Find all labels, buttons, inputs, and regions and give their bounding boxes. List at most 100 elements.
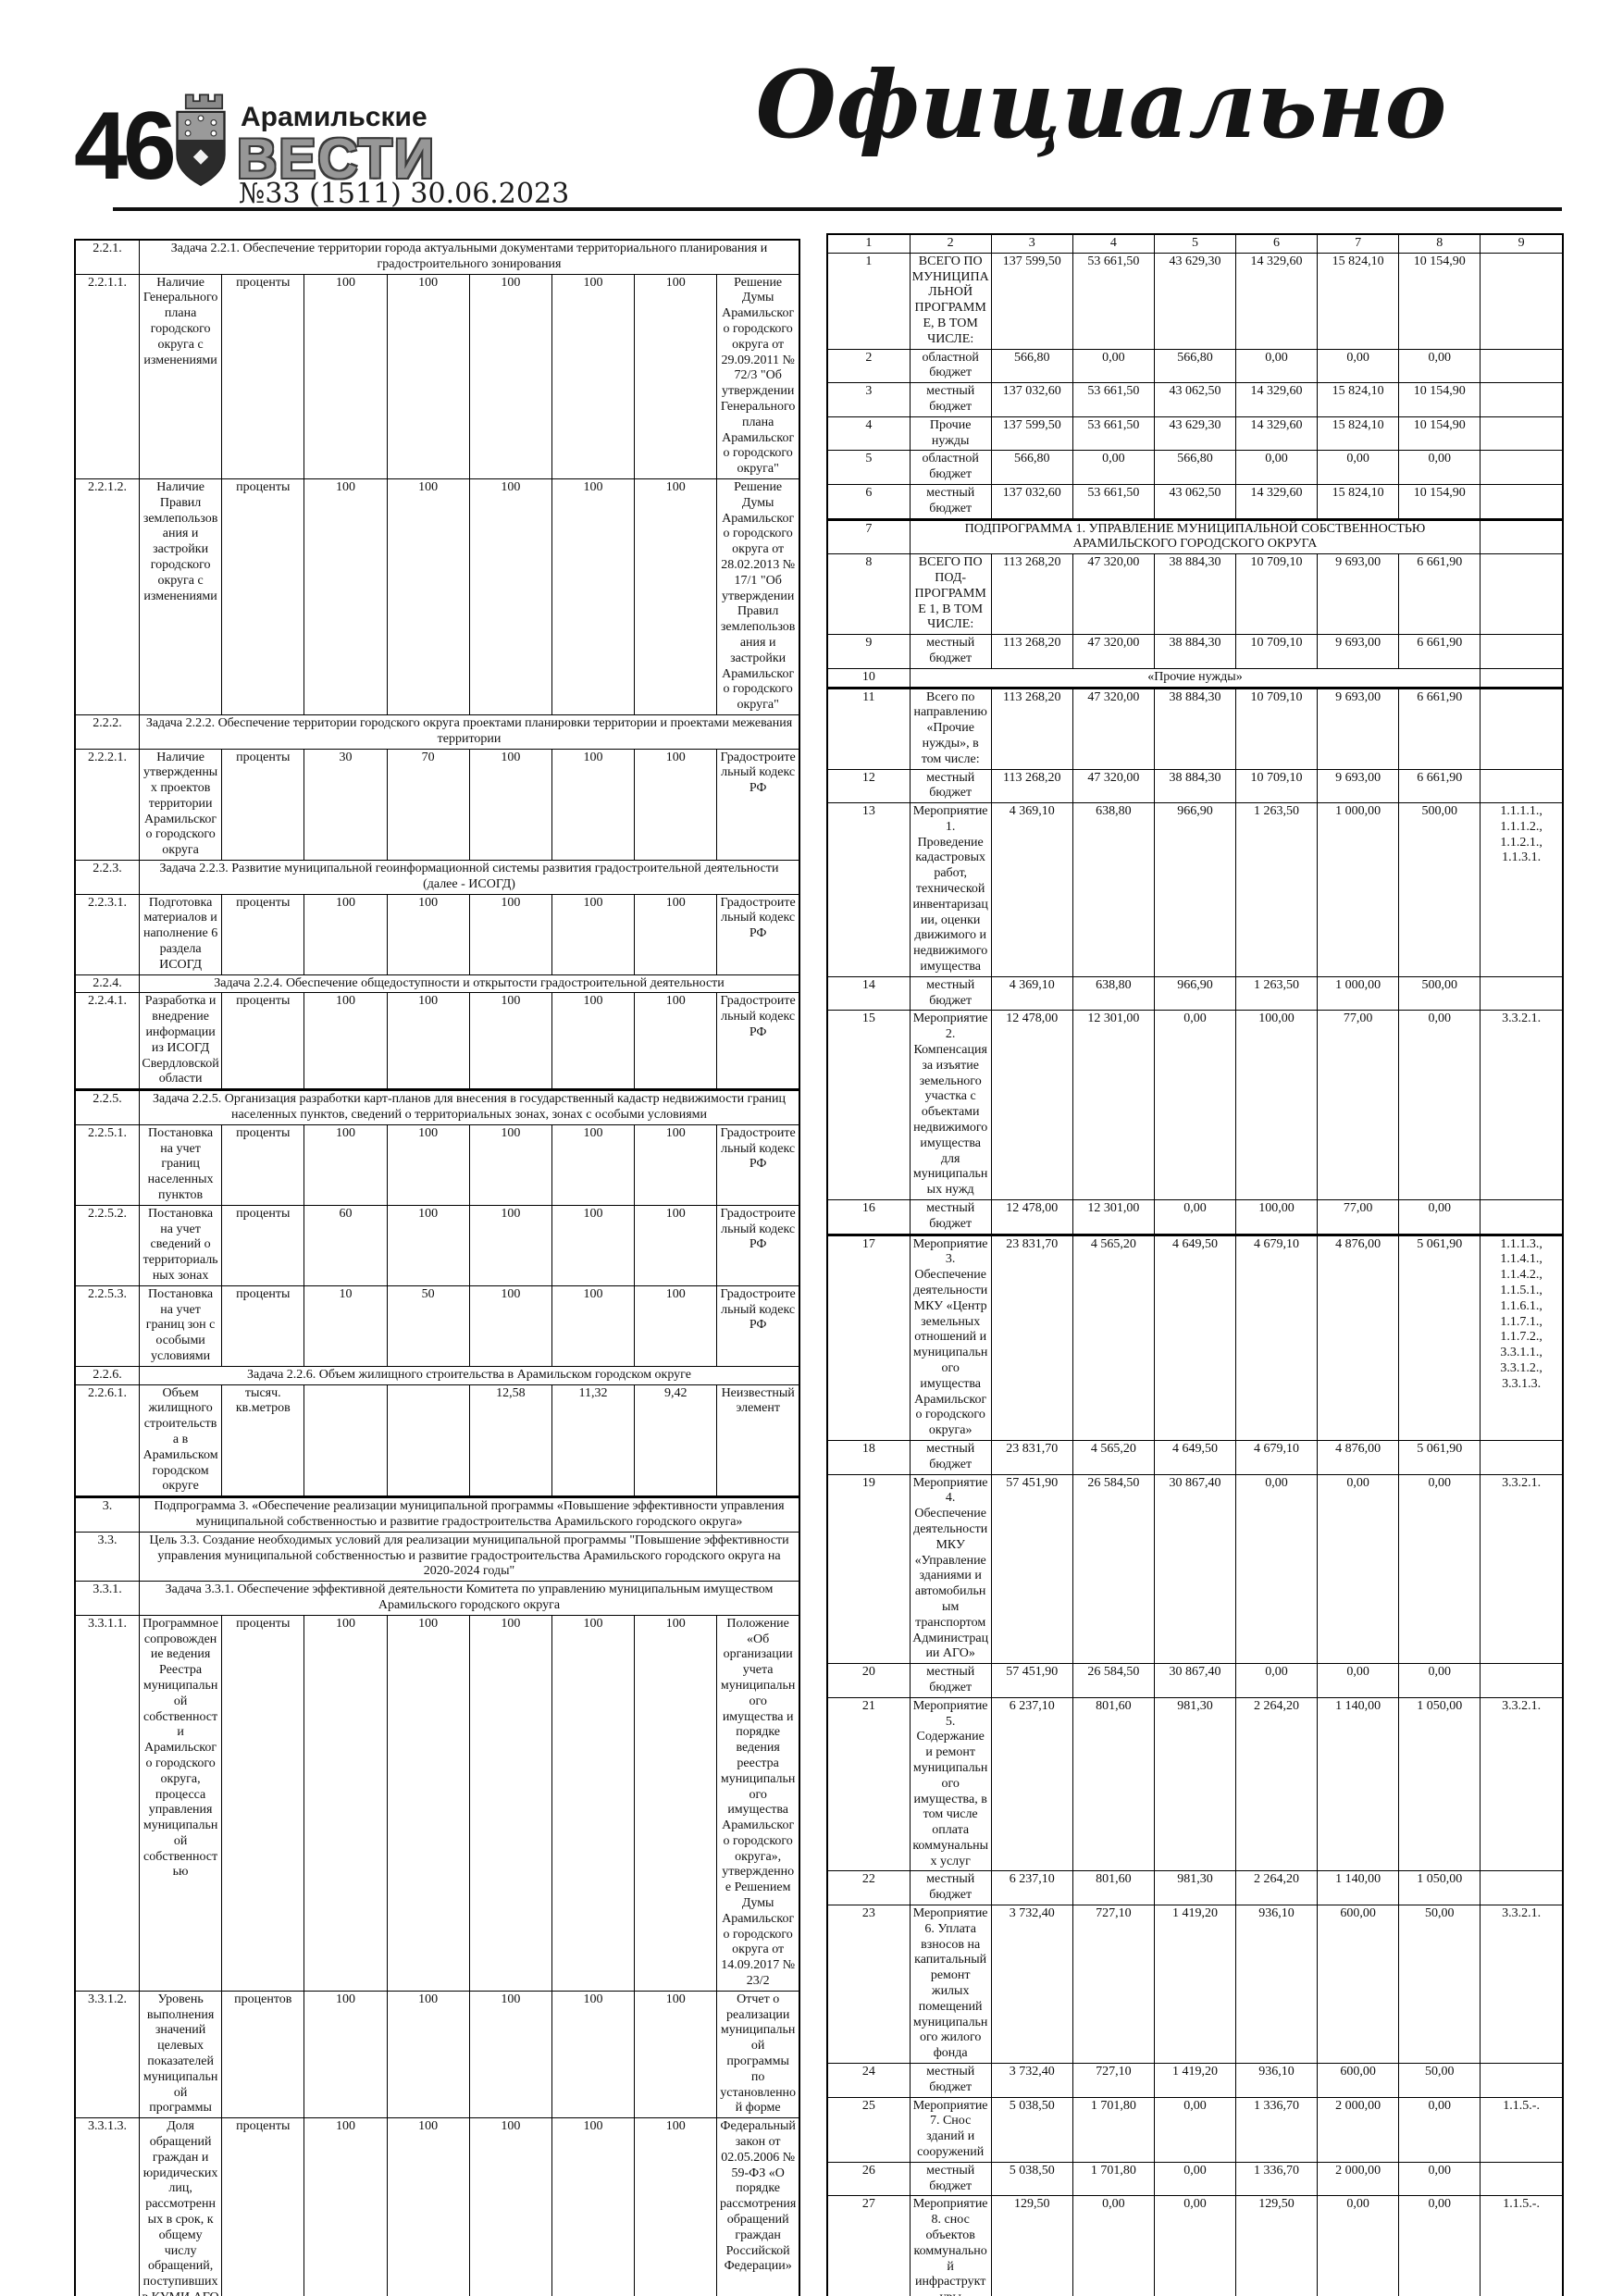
row-number-cell: 5: [826, 450, 911, 485]
row-number-cell: 24: [826, 2063, 911, 2098]
coat-of-arms-icon: [176, 93, 226, 187]
column-number-cell: 8: [1398, 233, 1481, 254]
targets-cell: [1480, 450, 1564, 485]
amount-cell: 15 824,10: [1317, 252, 1400, 350]
target-value-cell: 100: [634, 2117, 718, 2296]
amount-cell: 137 599,50: [990, 416, 1073, 452]
amount-cell: 2 264,20: [1234, 1870, 1319, 1906]
expense-name-cell: областной бюджет: [909, 450, 992, 485]
expense-data-row: 2 областной бюджет 566,80 0,00 566,80 0,00 0,0…: [826, 348, 1564, 384]
amount-cell: 981,30: [1153, 1696, 1237, 1872]
expense-data-row: 6 местный бюджет 137 032,60 53 661,50 43 062…: [826, 483, 1564, 520]
amount-cell: 566,80: [1153, 450, 1237, 485]
amount-cell: 5 038,50: [990, 2096, 1073, 2163]
amount-cell: 57 451,90: [990, 1663, 1073, 1698]
indicator-name-cell: Доля обращений граждан и юридических лиц…: [138, 2117, 223, 2296]
amount-cell: 100,00: [1234, 1010, 1319, 1201]
target-value-cell: 100: [386, 1614, 470, 1992]
targets-cell: [1480, 348, 1564, 384]
amount-cell: 566,80: [990, 450, 1073, 485]
target-value-cell: 50: [386, 1285, 470, 1367]
row-number-cell: 9: [826, 634, 911, 669]
row-number-cell: 27: [826, 2195, 911, 2296]
amount-cell: 10 709,10: [1234, 553, 1319, 636]
amount-cell: 6 661,90: [1398, 634, 1481, 669]
expense-name-cell: местный бюджет: [909, 1439, 992, 1475]
row-number-cell: 2.2.5.3.: [74, 1285, 140, 1367]
amount-cell: 113 268,20: [990, 553, 1073, 636]
amount-cell: 0,00: [1153, 2096, 1237, 2163]
indicator-name-cell: Подготовка материалов и наполнение 6 раз…: [138, 893, 223, 975]
issue-info: №33 (1511) 30.06.2023: [239, 178, 570, 210]
amount-cell: 0,00: [1153, 2161, 1237, 2197]
amount-cell: 9 693,00: [1317, 686, 1400, 770]
unit-cell: проценты: [221, 992, 305, 1091]
targets-cell: [1480, 634, 1564, 669]
amount-cell: 4 565,20: [1072, 1233, 1155, 1441]
target-value-cell: 100: [468, 273, 552, 479]
row-number-cell: 2.2.1.1.: [74, 273, 140, 479]
column-number-cell: 2: [909, 233, 992, 254]
targets-cell: 3.3.2.1.: [1480, 1010, 1564, 1201]
indicator-name-cell: Постановка на учет сведений о территориа…: [138, 1204, 223, 1286]
expense-name-cell: местный бюджет: [909, 634, 992, 669]
targets-cell: [1480, 416, 1564, 452]
expense-data-row: 25 Мероприятие 7. Снос зданий и сооружени…: [826, 2096, 1564, 2163]
section-text-cell: Задача 2.2.5. Организация разработки кар…: [139, 1088, 800, 1125]
unit-cell: тысяч. кв.метров: [221, 1384, 305, 1498]
amount-cell: 9 693,00: [1317, 634, 1400, 669]
expense-data-row: 9 местный бюджет 113 268,20 47 320,00 38 884…: [826, 634, 1564, 669]
source-document-cell: Решение Думы Арамильского городского окр…: [716, 478, 800, 715]
row-number-cell: 2.2.2.1.: [74, 748, 140, 862]
expense-name-cell: Мероприятие 1. Проведение кадастровых ра…: [909, 802, 992, 977]
target-value-cell: 100: [634, 893, 718, 975]
amount-cell: 0,00: [1398, 1663, 1481, 1698]
source-document-cell: Неизвестный элемент: [716, 1384, 800, 1498]
target-value-cell: 100: [634, 478, 718, 715]
target-value-cell: 60: [304, 1204, 388, 1286]
target-value-cell: 100: [386, 992, 470, 1091]
column-number-cell: 3: [990, 233, 1073, 254]
amount-cell: 38 884,30: [1153, 553, 1237, 636]
amount-cell: 38 884,30: [1153, 634, 1237, 669]
amount-cell: 10 154,90: [1398, 382, 1481, 417]
row-number-cell: 3.3.1.: [74, 1581, 140, 1616]
amount-cell: 0,00: [1398, 1473, 1481, 1665]
expense-data-row: 20 местный бюджет 57 451,90 26 584,50 30 867…: [826, 1663, 1564, 1698]
target-value-cell: 100: [551, 1990, 636, 2119]
amount-cell: 4 876,00: [1317, 1439, 1400, 1475]
expense-name-cell: Мероприятие 2. Компенсация за изъятие зе…: [909, 1010, 992, 1201]
indicator-name-cell: Программное сопровождение ведения Реестр…: [138, 1614, 223, 1992]
amount-cell: 9 693,00: [1317, 553, 1400, 636]
section-text-cell: Задача 3.3.1. Обеспечение эффективной де…: [139, 1581, 800, 1616]
target-value-cell: 11,32: [551, 1384, 636, 1498]
amount-cell: 77,00: [1317, 1010, 1400, 1201]
amount-cell: 4 649,50: [1153, 1439, 1237, 1475]
amount-cell: 9 693,00: [1317, 768, 1400, 804]
indicator-data-row: 2.2.5.1. Постановка на учет границ населе…: [74, 1123, 800, 1206]
target-value-cell: 9,42: [634, 1384, 718, 1498]
amount-cell: 113 268,20: [990, 634, 1073, 669]
amount-cell: 0,00: [1398, 348, 1481, 384]
amount-cell: 47 320,00: [1072, 768, 1155, 804]
indicator-name-cell: Разработка и внедрение информации из ИСО…: [138, 992, 223, 1091]
amount-cell: 53 661,50: [1072, 416, 1155, 452]
row-number-cell: 6: [826, 483, 911, 520]
unit-cell: проценты: [221, 1123, 305, 1206]
target-value-cell: 100: [468, 748, 552, 862]
amount-cell: 12 478,00: [990, 1010, 1073, 1201]
target-value-cell: [386, 1384, 470, 1498]
amount-cell: 12 478,00: [990, 1199, 1073, 1235]
amount-cell: 1 701,80: [1072, 2161, 1155, 2197]
source-document-cell: Градостроительный кодекс РФ: [716, 1204, 800, 1286]
targets-cell: [1480, 1663, 1564, 1698]
amount-cell: 50,00: [1398, 1905, 1481, 2065]
amount-cell: 4 369,10: [990, 802, 1073, 977]
column-number-cell: 6: [1234, 233, 1319, 254]
target-value-cell: 100: [304, 1614, 388, 1992]
row-number-cell: 26: [826, 2161, 911, 2197]
amount-cell: 1 263,50: [1234, 802, 1319, 977]
target-value-cell: 100: [551, 478, 636, 715]
amount-cell: 0,00: [1398, 2096, 1481, 2163]
